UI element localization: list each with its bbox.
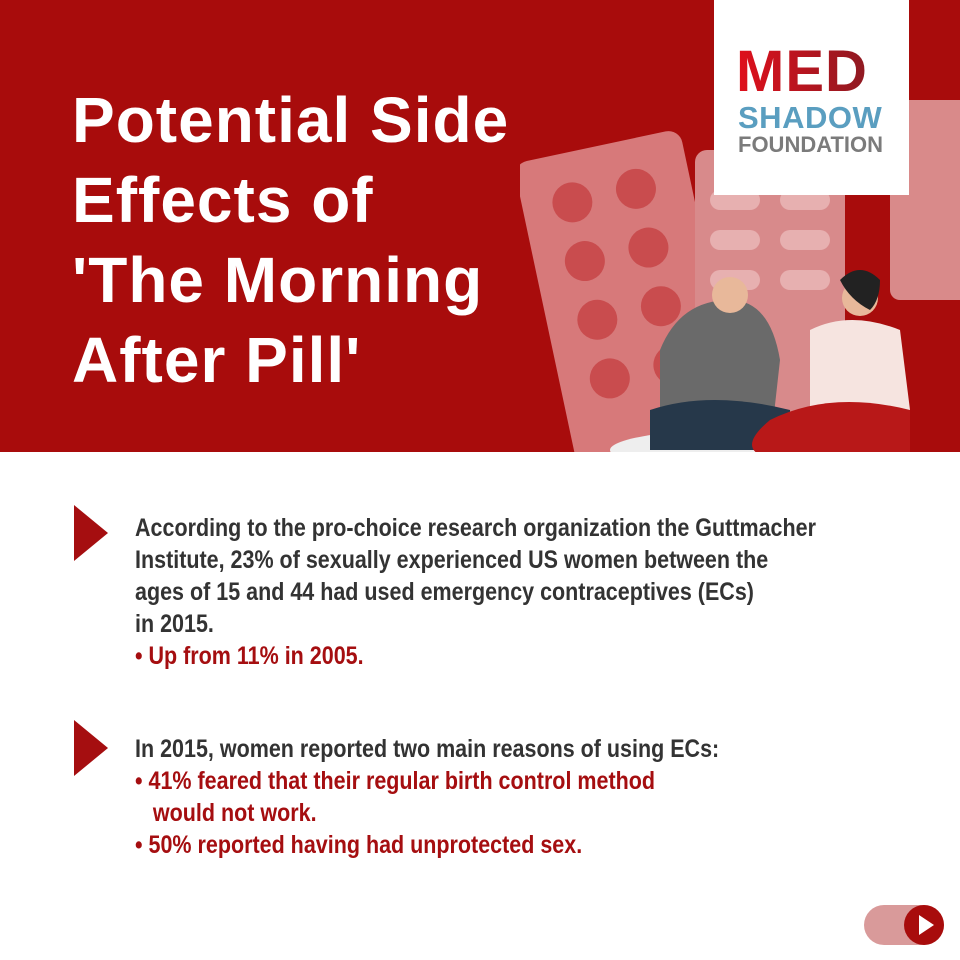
bullet-item: • 41% feared that their regular birth co…: [135, 767, 656, 795]
bullet-item-continued: would not work.: [135, 799, 317, 827]
triangle-bullet-icon: [74, 505, 108, 561]
logo-med: MED: [736, 39, 868, 104]
play-arrow-icon: [904, 905, 944, 945]
page-title: Potential Side Effects of 'The Morning A…: [72, 80, 509, 400]
text-line: Institute, 23% of sexually experienced U…: [135, 546, 769, 574]
hero-banner: Potential Side Effects of 'The Morning A…: [0, 0, 960, 452]
section-guttmacher: According to the pro-choice research org…: [135, 512, 927, 672]
next-slide-button[interactable]: [864, 905, 944, 945]
logo-foundation: FOUNDATION: [738, 132, 884, 157]
title-line: 'The Morning: [72, 244, 484, 316]
title-line: Effects of: [72, 164, 374, 236]
text-line: in 2015.: [135, 610, 214, 638]
logo-shadow: SHADOW: [738, 100, 883, 135]
bullet-item: • 50% reported having had unprotected se…: [135, 831, 583, 859]
text-line: ages of 15 and 44 had used emergency con…: [135, 578, 754, 606]
bullet-item: • Up from 11% in 2005.: [135, 642, 364, 670]
text-line: In 2015, women reported two main reasons…: [135, 735, 720, 763]
medshadow-logo: MED SHADOW FOUNDATION: [714, 0, 909, 195]
section-reasons: In 2015, women reported two main reasons…: [135, 733, 814, 861]
title-line: Potential Side: [72, 84, 510, 156]
pills-couple-illustration: [520, 100, 960, 452]
triangle-bullet-icon: [74, 720, 108, 776]
title-line: After Pill': [72, 324, 362, 396]
text-line: According to the pro-choice research org…: [135, 514, 816, 542]
